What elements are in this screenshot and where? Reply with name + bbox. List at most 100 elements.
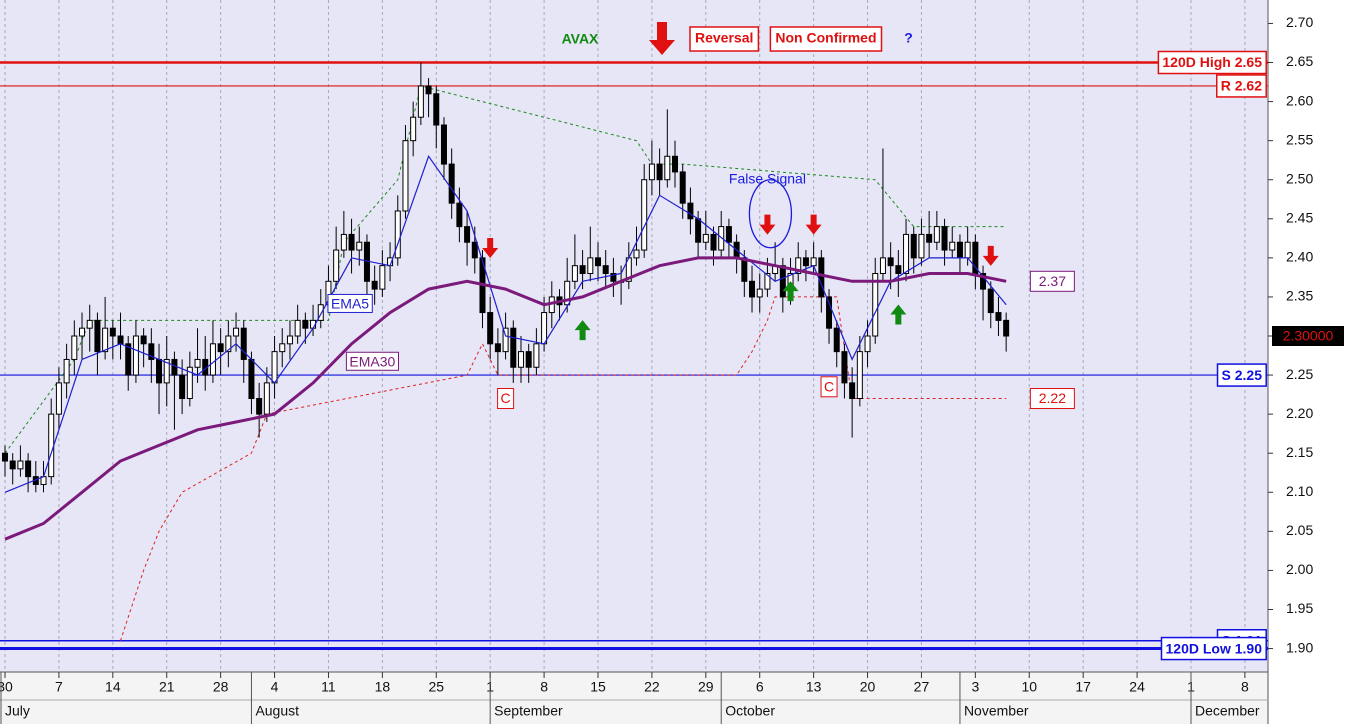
candle-body	[956, 241, 963, 259]
candle-body	[710, 233, 717, 251]
candle-body	[402, 140, 409, 212]
candle-body	[279, 343, 286, 353]
candle-body	[217, 343, 224, 353]
down-arrow	[759, 214, 776, 235]
candle-body	[433, 93, 440, 126]
candle-body	[602, 265, 609, 274]
candle-body	[910, 233, 917, 259]
candle-body	[641, 179, 648, 251]
y-tick-label: 2.45	[1286, 209, 1313, 225]
ema-line	[4, 256, 1007, 541]
chart-title: AVAX	[562, 31, 599, 47]
candle-body	[9, 460, 16, 470]
band-line	[4, 85, 1007, 454]
annotation: C	[824, 378, 834, 394]
candle-body	[826, 296, 833, 329]
badge: Non Confirmed	[775, 30, 876, 46]
candle-body	[687, 202, 694, 220]
candle-body	[17, 460, 24, 470]
candle-body	[879, 257, 886, 274]
x-tick-label: 6	[756, 679, 764, 695]
candle-body	[510, 327, 517, 368]
candle-body	[163, 358, 170, 384]
ema-label-box	[327, 293, 373, 313]
x-tick-label: 24	[1129, 679, 1145, 695]
candle-body	[356, 241, 363, 251]
candle-body	[895, 265, 902, 274]
x-tick-label: 25	[428, 679, 444, 695]
level-label-box	[1160, 636, 1267, 661]
x-tick-label: 4	[271, 679, 279, 695]
candle-body	[286, 335, 293, 345]
candle-body	[410, 116, 417, 142]
candle-body	[394, 210, 401, 259]
candle-body	[918, 233, 925, 259]
month-label: October	[725, 703, 775, 719]
candle-body	[209, 343, 216, 376]
candle-body	[841, 351, 848, 384]
y-tick-label: 2.65	[1286, 53, 1313, 69]
candle-body	[448, 163, 455, 204]
level-label: 120D High 2.65	[1162, 54, 1262, 70]
candle-body	[225, 335, 232, 353]
candle-body	[756, 288, 763, 298]
candle-body	[587, 257, 594, 274]
signal-ellipse	[748, 179, 793, 249]
question-mark: ?	[904, 30, 913, 46]
candle-body	[648, 163, 655, 181]
candle-body	[802, 257, 809, 267]
candle-body	[86, 319, 93, 329]
candle-body	[672, 155, 679, 173]
candle-body	[810, 257, 817, 267]
y-tick-label: 2.70	[1286, 14, 1313, 30]
candle-body	[102, 327, 109, 353]
candle-body	[2, 452, 9, 462]
candle-body	[340, 233, 347, 251]
x-tick-label: 22	[644, 679, 660, 695]
candle-body	[856, 351, 863, 400]
candle-body	[818, 257, 825, 298]
candle-body	[132, 335, 139, 376]
y-tick-label: 2.05	[1286, 522, 1313, 538]
last-price-box	[1272, 326, 1344, 346]
y-tick-label: 2.50	[1286, 170, 1313, 186]
candle-body	[348, 233, 355, 251]
month-label: August	[255, 703, 299, 719]
candle-body	[371, 280, 378, 290]
candle-body	[256, 398, 263, 415]
month-label: September	[494, 703, 563, 719]
candle-body	[887, 257, 894, 267]
candle-body	[494, 343, 501, 353]
y-tick-label: 1.95	[1286, 600, 1313, 616]
candle-body	[248, 358, 255, 400]
candle-body	[1003, 319, 1010, 337]
candle-body	[741, 257, 748, 282]
y-tick-label: 2.40	[1286, 249, 1313, 265]
y-tick-label: 2.55	[1286, 131, 1313, 147]
badge: Reversal	[695, 30, 753, 46]
candle-body	[664, 155, 671, 181]
candle-body	[156, 358, 163, 384]
month-label: November	[964, 703, 1029, 719]
x-tick-label: 27	[914, 679, 930, 695]
badge-box	[769, 26, 883, 52]
candle-body	[795, 257, 802, 274]
candle-body	[833, 327, 840, 353]
candle-body	[779, 265, 786, 298]
x-tick-label: 29	[698, 679, 714, 695]
candle-body	[594, 257, 601, 267]
value-tag-box	[1029, 388, 1075, 410]
candle-body	[864, 335, 871, 353]
down-arrow	[982, 245, 999, 266]
x-axis-panel	[0, 672, 1268, 724]
candle-body	[302, 319, 309, 329]
candle-body	[541, 312, 548, 345]
x-tick-label: 21	[159, 679, 175, 695]
candle-body	[949, 241, 956, 251]
candle-body	[679, 171, 686, 204]
axis-panel	[1268, 0, 1348, 724]
candle-body	[148, 343, 155, 360]
candle-body	[179, 374, 186, 400]
candle-body	[379, 265, 386, 290]
